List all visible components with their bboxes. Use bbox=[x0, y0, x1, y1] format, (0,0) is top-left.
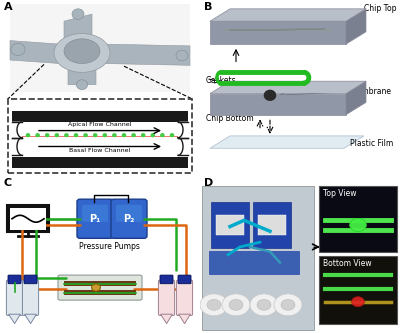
Text: Membrane: Membrane bbox=[350, 87, 391, 96]
Circle shape bbox=[76, 80, 88, 90]
FancyBboxPatch shape bbox=[319, 186, 397, 252]
Polygon shape bbox=[64, 14, 92, 53]
Polygon shape bbox=[10, 41, 60, 64]
Circle shape bbox=[176, 50, 188, 61]
Text: A: A bbox=[4, 2, 13, 12]
Circle shape bbox=[46, 134, 49, 137]
Polygon shape bbox=[346, 81, 366, 115]
FancyBboxPatch shape bbox=[24, 275, 37, 284]
Polygon shape bbox=[9, 314, 20, 324]
Circle shape bbox=[207, 299, 221, 310]
FancyBboxPatch shape bbox=[216, 215, 244, 235]
FancyBboxPatch shape bbox=[319, 256, 397, 324]
Polygon shape bbox=[25, 314, 36, 324]
Circle shape bbox=[142, 134, 145, 137]
Polygon shape bbox=[68, 60, 96, 85]
FancyBboxPatch shape bbox=[116, 205, 142, 222]
Circle shape bbox=[65, 134, 68, 137]
Circle shape bbox=[264, 90, 276, 100]
Polygon shape bbox=[104, 44, 190, 65]
Circle shape bbox=[74, 134, 78, 137]
Circle shape bbox=[92, 284, 100, 291]
Circle shape bbox=[55, 134, 58, 137]
Polygon shape bbox=[210, 136, 364, 148]
FancyBboxPatch shape bbox=[22, 122, 178, 138]
Circle shape bbox=[122, 134, 126, 137]
FancyBboxPatch shape bbox=[10, 208, 46, 230]
Polygon shape bbox=[210, 94, 346, 115]
FancyBboxPatch shape bbox=[258, 215, 286, 235]
Circle shape bbox=[11, 43, 25, 56]
Polygon shape bbox=[210, 9, 366, 21]
Polygon shape bbox=[346, 9, 366, 44]
FancyBboxPatch shape bbox=[176, 280, 193, 315]
Circle shape bbox=[36, 134, 39, 137]
Text: Chip Top: Chip Top bbox=[364, 4, 396, 13]
FancyBboxPatch shape bbox=[64, 290, 136, 295]
FancyBboxPatch shape bbox=[211, 202, 249, 248]
FancyBboxPatch shape bbox=[160, 275, 173, 284]
Circle shape bbox=[103, 134, 106, 137]
FancyBboxPatch shape bbox=[10, 4, 190, 92]
Circle shape bbox=[132, 134, 135, 137]
Circle shape bbox=[151, 134, 154, 137]
FancyBboxPatch shape bbox=[6, 280, 22, 315]
FancyBboxPatch shape bbox=[77, 199, 113, 238]
Polygon shape bbox=[178, 314, 190, 324]
Circle shape bbox=[250, 294, 278, 316]
FancyBboxPatch shape bbox=[12, 157, 188, 168]
FancyBboxPatch shape bbox=[22, 280, 38, 315]
FancyBboxPatch shape bbox=[82, 205, 108, 222]
FancyBboxPatch shape bbox=[12, 111, 188, 122]
Polygon shape bbox=[210, 21, 346, 44]
Circle shape bbox=[72, 9, 84, 19]
Circle shape bbox=[274, 294, 302, 316]
FancyBboxPatch shape bbox=[64, 281, 136, 286]
Text: Pressure Pumps: Pressure Pumps bbox=[78, 242, 140, 251]
FancyBboxPatch shape bbox=[22, 138, 178, 155]
Circle shape bbox=[281, 299, 295, 310]
Text: Apical Flow Channel: Apical Flow Channel bbox=[68, 122, 132, 127]
Circle shape bbox=[113, 134, 116, 137]
Circle shape bbox=[84, 134, 87, 137]
Text: Chip Bottom: Chip Bottom bbox=[206, 114, 254, 123]
Text: P₂: P₂ bbox=[123, 214, 135, 224]
Circle shape bbox=[94, 134, 97, 137]
Ellipse shape bbox=[54, 34, 110, 72]
Circle shape bbox=[200, 294, 228, 316]
Ellipse shape bbox=[64, 39, 100, 64]
Text: Basal Flow Channel: Basal Flow Channel bbox=[69, 149, 131, 154]
FancyBboxPatch shape bbox=[8, 99, 192, 173]
Text: Bottom View: Bottom View bbox=[323, 259, 372, 268]
Circle shape bbox=[229, 299, 243, 310]
Circle shape bbox=[161, 134, 164, 137]
Text: D: D bbox=[204, 178, 213, 188]
Text: C: C bbox=[4, 178, 12, 188]
Text: Gaskets: Gaskets bbox=[206, 76, 237, 85]
FancyBboxPatch shape bbox=[158, 280, 174, 315]
Circle shape bbox=[222, 294, 250, 316]
FancyBboxPatch shape bbox=[111, 199, 147, 238]
Polygon shape bbox=[210, 81, 366, 94]
Text: Plastic Film: Plastic Film bbox=[350, 139, 393, 148]
Text: P₁: P₁ bbox=[89, 214, 101, 224]
Circle shape bbox=[257, 299, 271, 310]
Circle shape bbox=[26, 134, 30, 137]
Circle shape bbox=[352, 297, 364, 307]
FancyBboxPatch shape bbox=[8, 275, 21, 284]
Text: B: B bbox=[204, 2, 212, 12]
FancyBboxPatch shape bbox=[7, 205, 49, 232]
FancyBboxPatch shape bbox=[202, 186, 314, 330]
Circle shape bbox=[350, 218, 366, 231]
Polygon shape bbox=[161, 314, 172, 324]
FancyBboxPatch shape bbox=[22, 136, 178, 138]
FancyBboxPatch shape bbox=[58, 275, 142, 300]
FancyBboxPatch shape bbox=[253, 202, 291, 248]
FancyBboxPatch shape bbox=[178, 275, 191, 284]
Text: Top View: Top View bbox=[323, 189, 356, 198]
Circle shape bbox=[170, 134, 174, 137]
FancyBboxPatch shape bbox=[209, 251, 299, 274]
